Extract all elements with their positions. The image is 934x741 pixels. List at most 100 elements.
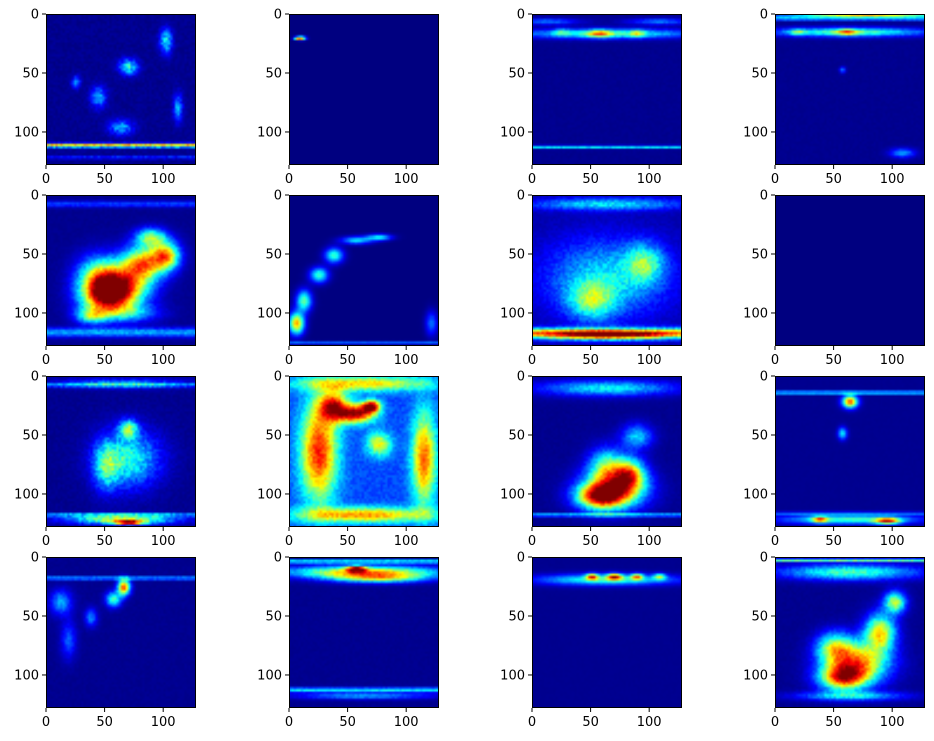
axes-frame	[46, 557, 196, 708]
y-tick-label: 100	[257, 487, 282, 502]
y-tick-label: 0	[274, 370, 282, 385]
x-tick-label: 50	[96, 353, 113, 368]
x-tick-label: 100	[880, 353, 905, 368]
x-tick-label: 0	[528, 715, 536, 730]
y-tick-label: 0	[31, 189, 39, 204]
y-tick-label: 100	[14, 668, 39, 683]
heatmap-panel-7: 0 50 100 0 50 100	[500, 189, 682, 368]
x-tick-label: 50	[582, 534, 599, 549]
x-tick-label: 100	[151, 172, 176, 187]
heatmap-image	[289, 557, 439, 708]
x-tick-label: 50	[825, 172, 842, 187]
y-tick-label: 50	[22, 247, 39, 262]
heatmap-image	[775, 376, 925, 527]
y-tick-label: 100	[257, 668, 282, 683]
y-tick-label: 0	[760, 551, 768, 566]
x-tick-label: 100	[151, 715, 176, 730]
y-tick-label: 100	[14, 125, 39, 140]
x-tick-label: 100	[880, 715, 905, 730]
y-tick-label: 100	[500, 306, 525, 321]
heatmap-image	[46, 557, 196, 708]
heatmap-panel-10: 0 50 100 0 50 100	[257, 370, 439, 549]
x-tick-label: 100	[880, 172, 905, 187]
y-tick-label: 100	[500, 668, 525, 683]
y-tick-label: 0	[31, 551, 39, 566]
x-tick-label: 0	[285, 353, 293, 368]
x-tick-label: 100	[637, 715, 662, 730]
heatmap-panel-6: 0 50 100 0 50 100	[257, 189, 439, 368]
y-tick-label: 0	[31, 8, 39, 23]
axes-frame	[532, 557, 682, 708]
axes-frame	[775, 195, 925, 346]
y-tick-label: 0	[760, 8, 768, 23]
heatmap-image	[46, 14, 196, 165]
y-tick-label: 0	[31, 370, 39, 385]
y-tick-label: 0	[274, 8, 282, 23]
y-tick-label: 0	[517, 189, 525, 204]
heatmap-panel-1: 0 50 100 0 50 100	[14, 8, 196, 187]
y-tick-label: 0	[760, 189, 768, 204]
heatmap-image	[532, 376, 682, 527]
x-tick-label: 0	[771, 172, 779, 187]
x-tick-label: 0	[42, 353, 50, 368]
y-tick-label: 100	[743, 306, 768, 321]
axes-frame	[532, 195, 682, 346]
x-tick-label: 50	[96, 172, 113, 187]
axes-frame	[775, 557, 925, 708]
heatmap-panel-8: 0 50 100 0 50 100	[743, 189, 925, 368]
y-tick-label: 50	[508, 428, 525, 443]
x-tick-label: 50	[825, 534, 842, 549]
x-tick-label: 100	[394, 534, 419, 549]
x-tick-label: 0	[285, 534, 293, 549]
heatmap-image	[775, 195, 925, 346]
x-tick-label: 100	[394, 715, 419, 730]
x-tick-label: 0	[528, 172, 536, 187]
x-tick-label: 0	[528, 534, 536, 549]
y-tick-label: 0	[517, 370, 525, 385]
heatmap-image	[46, 376, 196, 527]
heatmap-image	[289, 14, 439, 165]
y-tick-label: 100	[257, 125, 282, 140]
x-tick-label: 0	[771, 715, 779, 730]
x-tick-label: 100	[394, 353, 419, 368]
x-tick-label: 100	[880, 534, 905, 549]
x-tick-label: 50	[825, 353, 842, 368]
heatmap-panel-9: 0 50 100 0 50 100	[14, 370, 196, 549]
y-tick-label: 100	[500, 487, 525, 502]
axes-frame	[775, 376, 925, 527]
y-tick-label: 50	[265, 66, 282, 81]
x-tick-label: 100	[394, 172, 419, 187]
axes-frame	[532, 14, 682, 165]
y-tick-label: 50	[508, 66, 525, 81]
x-tick-label: 0	[771, 534, 779, 549]
y-tick-label: 50	[751, 247, 768, 262]
y-tick-label: 100	[257, 306, 282, 321]
x-tick-label: 50	[582, 172, 599, 187]
axes-frame	[775, 14, 925, 165]
x-tick-label: 50	[582, 353, 599, 368]
x-tick-label: 0	[285, 172, 293, 187]
heatmap-image	[532, 195, 682, 346]
axes-frame	[46, 376, 196, 527]
heatmap-image	[532, 557, 682, 708]
x-tick-label: 100	[637, 534, 662, 549]
y-tick-label: 100	[500, 125, 525, 140]
heatmap-panel-2: 0 50 100 0 50 100	[257, 8, 439, 187]
axes-frame	[289, 14, 439, 165]
x-tick-label: 50	[339, 534, 356, 549]
axes-frame	[289, 195, 439, 346]
x-tick-label: 0	[42, 172, 50, 187]
y-tick-label: 0	[517, 8, 525, 23]
axes-frame	[46, 195, 196, 346]
x-tick-label: 0	[42, 534, 50, 549]
x-tick-label: 50	[96, 534, 113, 549]
axes-frame	[289, 557, 439, 708]
y-tick-label: 0	[760, 370, 768, 385]
heatmap-panel-11: 0 50 100 0 50 100	[500, 370, 682, 549]
x-tick-label: 0	[771, 353, 779, 368]
heatmap-panel-14: 0 50 100 0 50 100	[257, 551, 439, 730]
y-tick-label: 100	[743, 668, 768, 683]
x-tick-label: 50	[339, 353, 356, 368]
x-tick-label: 50	[825, 715, 842, 730]
x-tick-label: 50	[582, 715, 599, 730]
